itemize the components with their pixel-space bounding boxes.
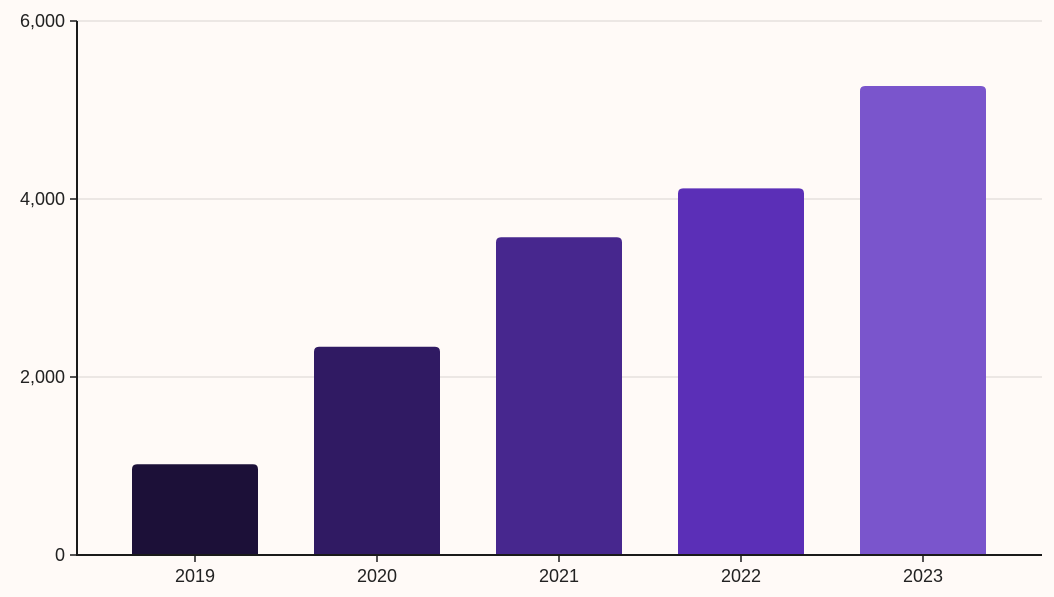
bar-2022 bbox=[678, 188, 804, 555]
bar-2020 bbox=[314, 346, 440, 555]
x-tick-label: 2021 bbox=[539, 566, 579, 586]
bar-2019 bbox=[132, 464, 258, 555]
bar-2023 bbox=[860, 85, 986, 555]
x-tick-label: 2020 bbox=[357, 566, 397, 586]
x-axis: 2019 2020 2021 2022 2023 bbox=[76, 554, 1042, 586]
x-tick-label: 2019 bbox=[175, 566, 215, 586]
y-tick-label: 6,000 bbox=[20, 11, 65, 31]
y-tick-label: 4,000 bbox=[20, 189, 65, 209]
bar-series bbox=[132, 85, 986, 555]
x-tick-label: 2022 bbox=[721, 566, 761, 586]
y-tick-label: 2,000 bbox=[20, 367, 65, 387]
y-tick-label: 0 bbox=[55, 545, 65, 565]
y-axis: 0 2,000 4,000 6,000 bbox=[20, 11, 78, 565]
bar-2021 bbox=[496, 237, 622, 555]
x-tick-label: 2023 bbox=[903, 566, 943, 586]
